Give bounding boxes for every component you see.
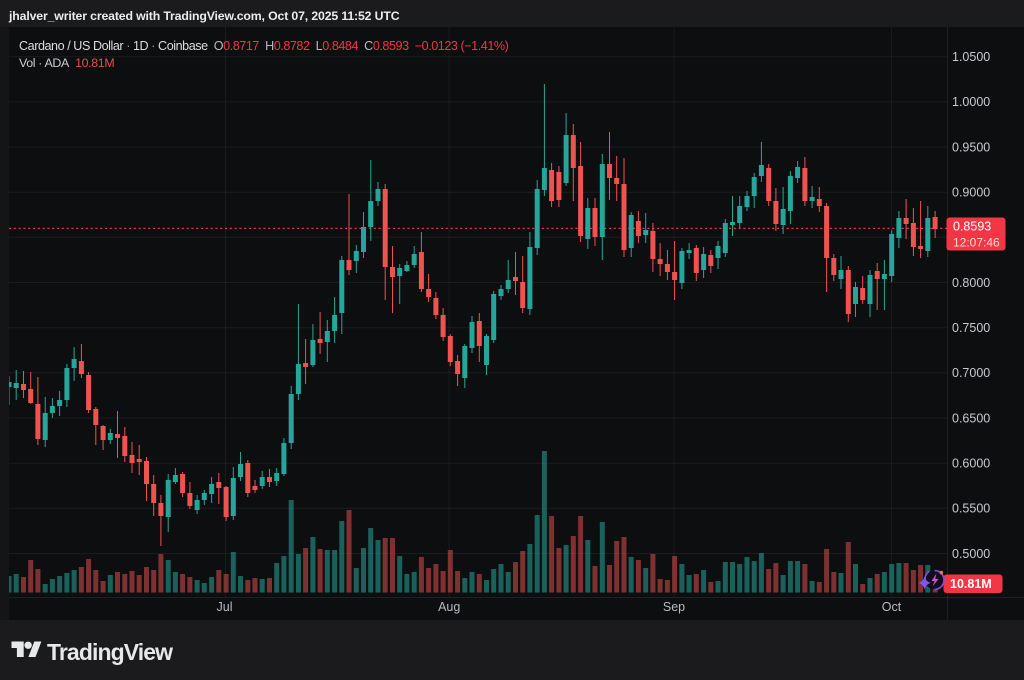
svg-text:Jul: Jul	[217, 600, 233, 614]
svg-text:10.81M: 10.81M	[950, 577, 992, 591]
svg-text:0.9000: 0.9000	[952, 186, 990, 200]
svg-text:0.5000: 0.5000	[952, 547, 990, 561]
svg-text:1.0500: 1.0500	[952, 50, 990, 64]
svg-text:0.6500: 0.6500	[952, 411, 990, 425]
svg-text:Oct: Oct	[882, 600, 902, 614]
svg-text:1.0000: 1.0000	[952, 95, 990, 109]
svg-text:12:07:46: 12:07:46	[953, 236, 1000, 250]
svg-text:0.8593: 0.8593	[953, 220, 991, 234]
svg-text:0.6000: 0.6000	[952, 457, 990, 471]
svg-text:Sep: Sep	[663, 600, 685, 614]
svg-text:0.5500: 0.5500	[952, 502, 990, 516]
svg-text:0.7000: 0.7000	[952, 366, 990, 380]
svg-text:0.9500: 0.9500	[952, 140, 990, 154]
svg-text:Aug: Aug	[438, 600, 460, 614]
svg-text:0.7500: 0.7500	[952, 321, 990, 335]
svg-text:0.8000: 0.8000	[952, 276, 990, 290]
